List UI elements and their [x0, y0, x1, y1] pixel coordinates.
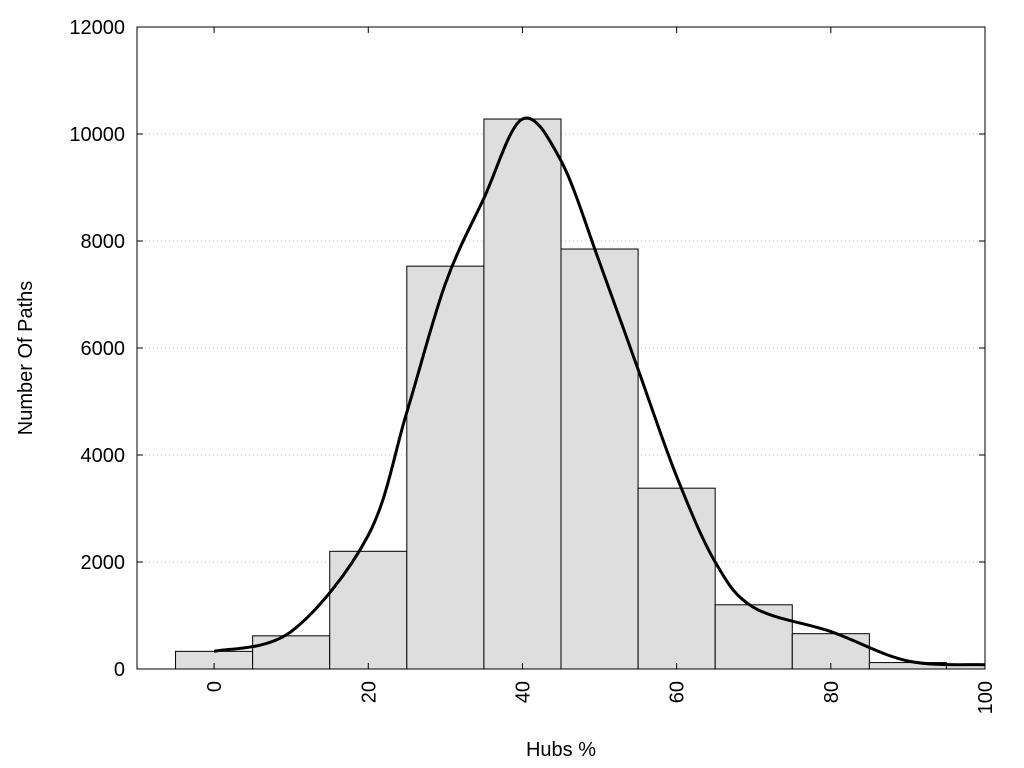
- y-tick-label: 4000: [81, 445, 126, 467]
- x-tick-label: 60: [667, 681, 689, 703]
- y-tick-label: 12000: [69, 17, 125, 39]
- histogram-bar: [714, 604, 793, 670]
- histogram-bar: [329, 550, 408, 670]
- y-tick-label: 10000: [69, 124, 125, 146]
- histogram-bar: [637, 487, 716, 670]
- density-curve: [213, 116, 986, 667]
- histogram-bar: [560, 248, 639, 670]
- y-tick-label: 8000: [81, 231, 126, 253]
- y-tick-label: 6000: [81, 338, 126, 360]
- y-axis-ticks: 0 2000 4000 6000 8000 10000 12000: [69, 17, 985, 681]
- x-tick-label: 40: [512, 681, 534, 703]
- y-tick-label: 0: [114, 659, 125, 681]
- histogram-bar: [483, 118, 562, 670]
- histogram-bar: [252, 635, 331, 670]
- x-tick-label: 0: [204, 681, 226, 692]
- histogram-bars: [175, 118, 986, 670]
- x-tick-label: 80: [821, 681, 843, 703]
- y-tick-label: 2000: [81, 552, 126, 574]
- histogram-bar: [406, 265, 485, 670]
- x-axis-ticks: 0 20 40 60 80 100: [204, 27, 997, 714]
- x-tick-label: 100: [975, 681, 997, 714]
- y-axis-label: Number Of Paths: [15, 281, 37, 436]
- x-axis-label: Hubs %: [526, 739, 596, 761]
- x-tick-label: 20: [358, 681, 380, 703]
